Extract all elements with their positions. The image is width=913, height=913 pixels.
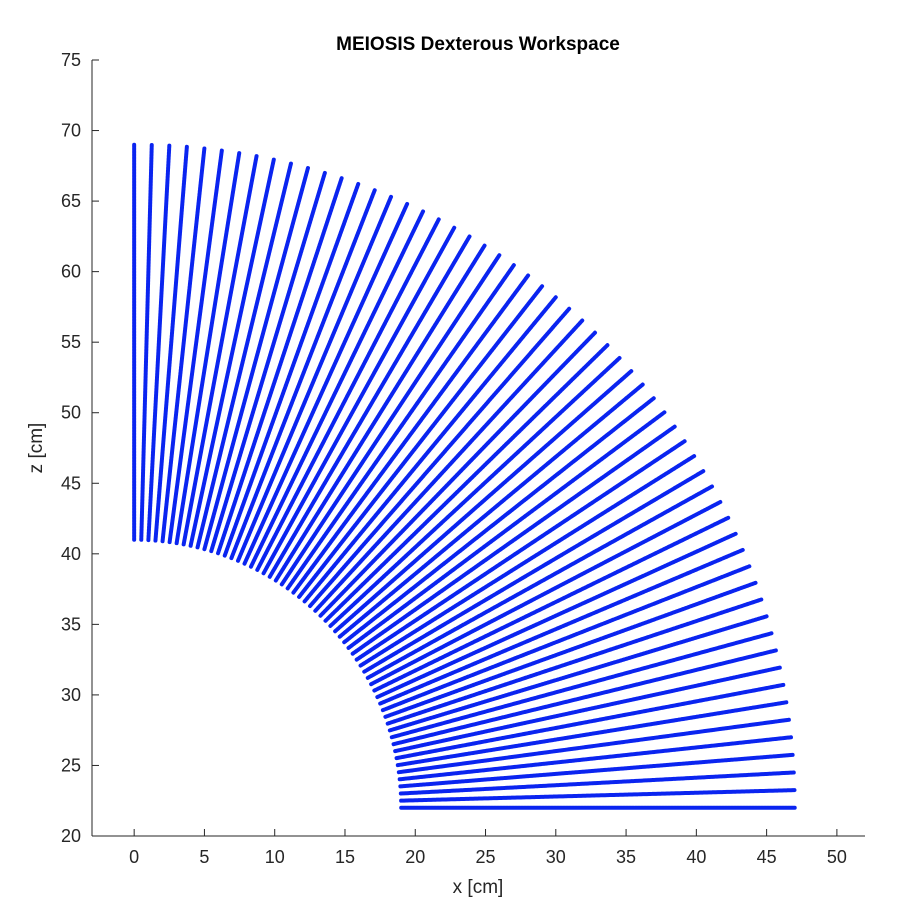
y-axis-label: z [cm] [26,423,47,474]
workspace-ray-41 [255,217,441,572]
y-tick-label-0: 20 [61,826,81,846]
workspace-ray-37 [279,253,502,587]
workspace-ray-23 [350,424,677,656]
workspace-ray-45 [229,188,377,561]
y-tick-label-3: 35 [61,614,81,634]
workspace-ray-32 [308,306,572,609]
x-tick-label-3: 15 [335,847,355,867]
workspace-ray-36 [285,263,516,591]
y-tick-label-5: 45 [61,473,81,493]
workspace-ray-53 [174,151,242,546]
workspace-ray-9 [391,648,778,747]
workspace-ray-15 [378,547,745,706]
workspace-ray-25 [342,396,656,645]
workspace-ray-54 [167,148,224,545]
workspace-ray-26 [337,382,645,639]
workspace-ray-8 [393,665,782,754]
x-tick-label-6: 30 [546,847,566,867]
workspace-ray-27 [333,369,634,634]
y-tick-label-6: 50 [61,403,81,423]
workspace-ray-46 [222,181,361,558]
workspace-ray-48 [209,170,327,554]
x-tick-label-1: 5 [199,847,209,867]
workspace-ray-29 [323,343,610,623]
y-tick-label-1: 25 [61,755,81,775]
workspace-ray-33 [302,295,558,604]
x-tick-label-9: 45 [757,847,777,867]
workspace-ray-6 [395,700,789,768]
workspace-ray-11 [387,614,769,733]
workspace-ray-22 [354,439,687,662]
workspace-ray-7 [394,682,786,761]
workspace-ray-17 [372,515,731,693]
workspace-ray-47 [216,176,344,556]
workspace-ray-43 [242,201,410,566]
workspace-ray-40 [261,225,457,576]
workspace-ray-58 [139,142,154,542]
workspace-ray-12 [385,597,764,726]
workspace-ray-38 [273,243,487,583]
x-ticks: 0 5 10 15 20 25 30 35 40 45 50 [129,829,847,867]
x-tick-label-7: 35 [616,847,636,867]
x-tick-label-4: 20 [405,847,425,867]
workspace-ray-16 [375,531,738,700]
workspace-ray-1 [399,788,797,803]
x-tick-label-8: 40 [686,847,706,867]
workspace-ray-55 [160,146,207,544]
workspace-ray-21 [358,454,697,668]
workspace-ray-31 [313,318,585,613]
workspace-ray-34 [297,284,545,599]
workspace-ray-39 [267,234,472,579]
workspace-ray-30 [318,330,597,618]
y-tick-label-4: 40 [61,544,81,564]
workspace-ray-49 [202,166,310,552]
workspace-ray-44 [235,194,394,563]
chart-title: MEIOSIS Dexterous Workspace [336,34,620,55]
x-tick-label-10: 50 [827,847,847,867]
workspace-ray-51 [188,157,276,548]
y-tick-label-9: 65 [61,191,81,211]
x-tick-label-0: 0 [129,847,139,867]
y-tick-label-11: 75 [61,50,81,70]
workspace-ray-4 [397,735,793,782]
y-tick-label-2: 30 [61,685,81,705]
workspace-ray-20 [362,469,706,674]
data-layer [132,142,797,810]
x-tick-label-5: 25 [476,847,496,867]
workspace-ray-2 [398,770,796,796]
workspace-ray-52 [181,154,259,547]
workspace-ray-35 [291,273,531,595]
x-tick-label-2: 10 [265,847,285,867]
workspace-ray-10 [389,631,774,740]
workspace-ray-24 [346,410,667,650]
workspace-ray-14 [380,564,752,713]
workspace-ray-13 [383,580,758,719]
workspace-ray-50 [195,161,293,550]
workspace-ray-56 [153,144,189,543]
axes-layer [91,60,865,837]
workspace-ray-3 [398,752,795,789]
y-tick-label-7: 55 [61,332,81,352]
workspace-ray-42 [248,209,426,569]
workspace-ray-18 [369,500,723,687]
workspace-ray-5 [396,717,791,775]
workspace-ray-19 [365,484,715,680]
workspace-ray-57 [146,143,172,543]
workspace-ray-28 [328,355,622,628]
y-tick-label-8: 60 [61,262,81,282]
y-tick-label-10: 70 [61,121,81,141]
x-axis-label: x [cm] [453,877,504,898]
y-ticks: 20 25 30 35 40 45 50 55 60 65 70 75 [61,50,99,846]
